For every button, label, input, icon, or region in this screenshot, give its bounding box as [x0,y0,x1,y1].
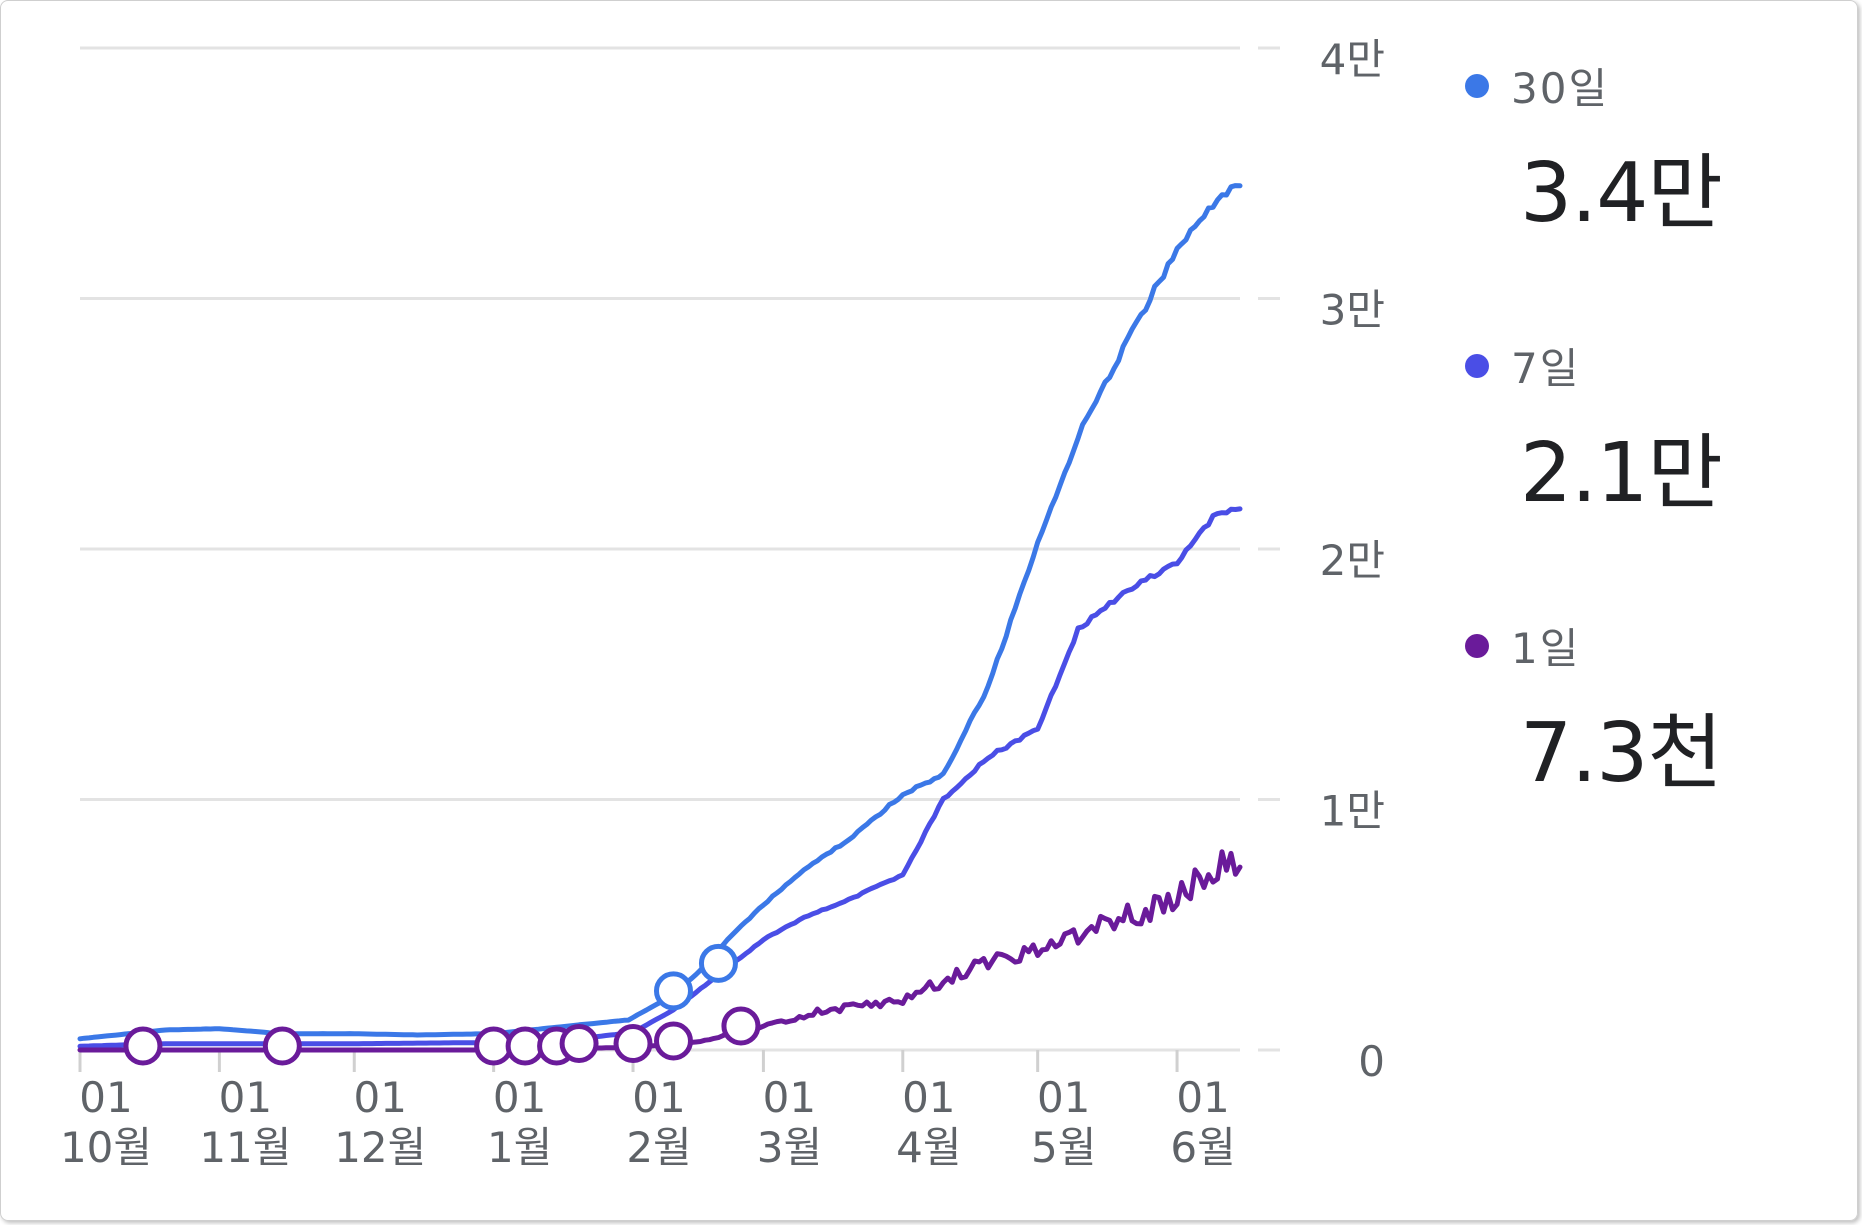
annotation-markers [123,943,761,1066]
annotation-marker [721,1006,761,1046]
legend-series-value: 3.4만 [1520,146,1723,241]
annotation-marker [613,1023,653,1063]
x-tick-month: 3월 [757,1123,822,1172]
x-tick-month: 5월 [1031,1123,1096,1172]
annotation-marker [559,1023,599,1063]
legend-entry: 30일 3.4만 [1465,55,1723,245]
y-tick-label: 1만 [1320,787,1385,836]
x-tick-month: 1월 [487,1123,552,1172]
annotation-marker [262,1026,302,1066]
x-tick-day: 01 [1176,1073,1229,1122]
legend-row: 1일 [1465,615,1722,676]
series-line-1 [77,183,1243,1042]
x-tick-month: 6월 [1170,1123,1235,1172]
x-tick-month: 2월 [626,1123,691,1172]
legend-series-name: 1일 [1511,624,1581,673]
y-axis-ticks: 0 1만 2만 3만 4만 [1320,35,1385,1086]
x-tick-day: 01 [219,1073,272,1122]
x-tick-month: 4월 [896,1123,961,1172]
legend-dot-icon [1465,353,1489,378]
annotation-marker [123,1026,163,1066]
y-tick-label: 3만 [1320,286,1385,335]
y-tick-label: 0 [1358,1037,1385,1086]
x-tick-day: 01 [79,1073,132,1122]
annotation-marker [653,971,693,1011]
annotation-marker [698,943,738,983]
x-tick-day: 01 [632,1073,685,1122]
gridlines [80,46,1280,1052]
x-tick-day: 01 [902,1073,955,1122]
x-tick-day: 01 [354,1073,407,1122]
legend-dot-icon [1465,73,1489,98]
legend-row: 7일 [1465,335,1722,396]
legend-entry: 7일 2.1만 [1465,335,1723,525]
x-tick-day: 01 [763,1073,816,1122]
annotation-marker [653,1021,693,1061]
y-tick-label: 4만 [1320,35,1385,84]
annotation-marker [505,1026,545,1066]
y-tick-label: 2만 [1320,536,1385,585]
legend-row: 30일 [1465,55,1722,116]
legend-series-value: 2.1만 [1520,426,1723,521]
x-tick-day: 01 [493,1073,546,1122]
series-line-3 [77,849,1243,1053]
x-tick-day: 01 [1037,1073,1090,1122]
x-tick-month: 12월 [334,1123,426,1172]
x-tick-month: 11월 [199,1123,291,1172]
legend-dot-icon [1465,633,1489,658]
legend-entry: 1일 7.3천 [1465,615,1723,805]
legend-series-value: 7.3천 [1520,706,1723,801]
legend-series-name: 7일 [1511,344,1581,393]
legend-series-name: 30일 [1511,64,1610,113]
series-line-2 [77,506,1243,1049]
x-tick-month: 10월 [60,1123,152,1172]
series-lines [77,183,1243,1053]
annotation-marker [474,1026,514,1066]
